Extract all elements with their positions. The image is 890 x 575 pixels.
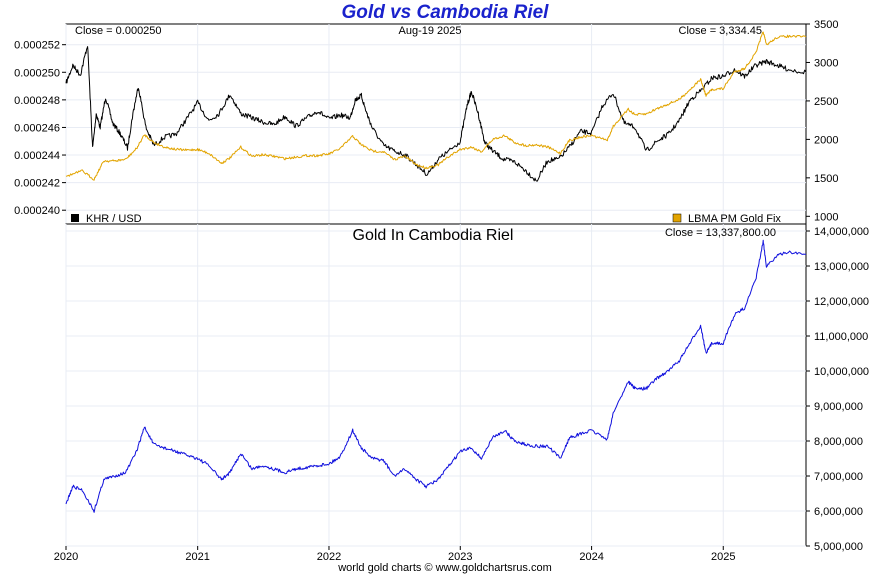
bottom-right-tick-label: 13,000,000	[814, 261, 869, 273]
left-tick-label: 0.000244	[14, 150, 60, 162]
right-tick-label: 1500	[814, 173, 838, 185]
top-date-label: Aug-19 2025	[399, 25, 462, 37]
x-tick-label-2025: 2025	[711, 551, 735, 563]
right-tick-label: 3000	[814, 57, 838, 69]
bottom-right-tick-label: 14,000,000	[814, 226, 869, 238]
footer-credit: world gold charts © www.goldchartsrus.co…	[338, 562, 552, 574]
right-tick-label: 2000	[814, 134, 838, 146]
bottom-right-tick-label: 11,000,000	[814, 331, 868, 343]
top-plot-area	[65, 23, 807, 225]
bottom-panel: 14,000,000 13,000,000 12,000,000 11,000,000…	[65, 223, 869, 553]
gold-in-riel-line	[65, 239, 807, 513]
left-tick-label: 0.000242	[14, 178, 60, 190]
x-tick-label-2023: 2023	[448, 551, 472, 563]
left-tick-label: 0.000248	[14, 95, 60, 107]
right-tick-label: 1000	[814, 211, 838, 223]
bottom-right-tick-label: 9,000,000	[814, 401, 863, 413]
bottom-right-tick-label: 12,000,000	[814, 296, 869, 308]
bottom-right-axis: 14,000,000 13,000,000 12,000,000 11,000,000…	[806, 226, 869, 553]
bottom-grid	[65, 224, 806, 547]
top-close-left: Close = 0.000250	[75, 25, 162, 37]
right-tick-label: 3500	[814, 19, 838, 31]
x-tick-label-2020: 2020	[54, 551, 78, 563]
top-right-axis: 3500 3000 2500 2000 1500 1000	[806, 19, 838, 223]
x-axis: 2020 2021 2022 2023 2024 2025	[54, 546, 736, 563]
left-tick-label: 0.000246	[14, 122, 60, 134]
x-tick-label-2024: 2024	[579, 551, 603, 563]
top-left-axis: 0.000252 0.000250 0.000248 0.000246 0.000244…	[14, 40, 66, 217]
right-tick-label: 2500	[814, 96, 838, 108]
top-series	[65, 31, 807, 182]
top-close-right: Close = 3,334.45	[679, 25, 762, 37]
left-tick-label: 0.000250	[14, 67, 60, 79]
khr-usd-line	[65, 46, 807, 182]
x-tick-label-2022: 2022	[317, 551, 341, 563]
bottom-right-tick-label: 10,000,000	[814, 366, 869, 378]
x-tick-label-2021: 2021	[185, 551, 209, 563]
gold-usd-line	[65, 31, 807, 181]
bottom-plot-area	[65, 223, 807, 547]
top-panel: 0.000252 0.000250 0.000248 0.000246 0.000244…	[14, 19, 838, 225]
legend-swatch-khr	[71, 214, 79, 222]
bottom-right-tick-label: 5,000,000	[814, 541, 863, 553]
top-grid	[65, 24, 806, 224]
bottom-right-tick-label: 7,000,000	[814, 471, 863, 483]
bottom-series	[65, 239, 807, 513]
legend-swatch-gold	[672, 213, 682, 223]
bottom-close-label: Close = 13,337,800.00	[665, 227, 776, 239]
chart-title: Gold vs Cambodia Riel	[341, 2, 549, 23]
legend-label-gold: LBMA PM Gold Fix	[688, 213, 781, 225]
bottom-right-tick-label: 8,000,000	[814, 436, 863, 448]
bottom-right-tick-label: 6,000,000	[814, 506, 863, 518]
bottom-chart-title: Gold In Cambodia Riel	[353, 227, 514, 244]
legend-label-khr: KHR / USD	[86, 213, 142, 225]
left-tick-label: 0.000240	[14, 205, 60, 217]
left-tick-label: 0.000252	[14, 40, 60, 52]
